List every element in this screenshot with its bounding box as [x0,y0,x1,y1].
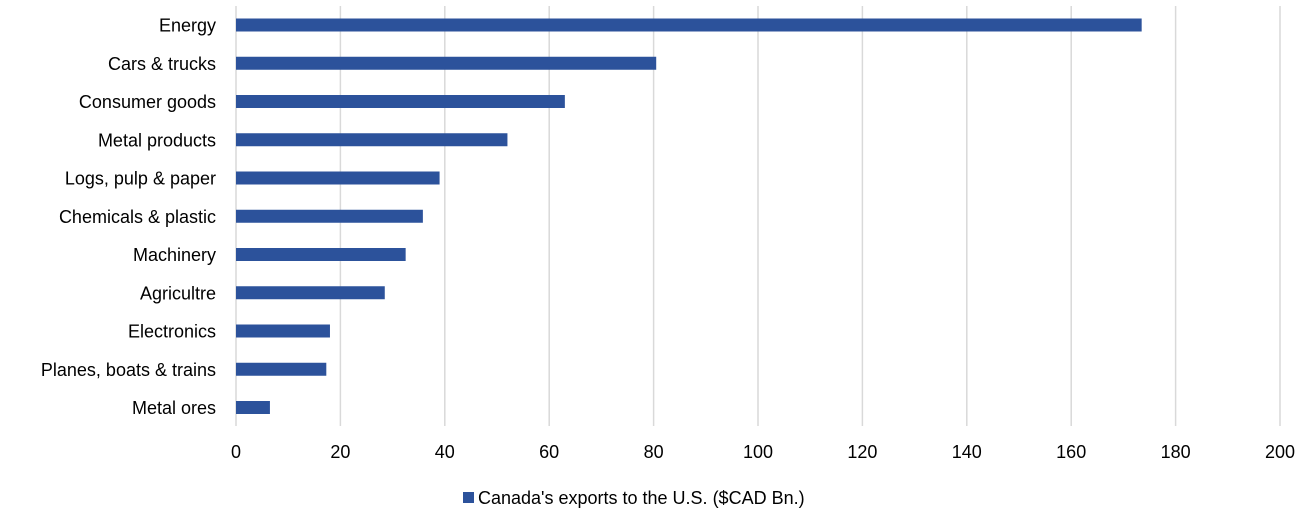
bar [236,171,440,185]
x-tick-label: 20 [330,442,350,462]
x-tick-label: 200 [1265,442,1295,462]
category-label: Agricultre [140,283,216,303]
legend-swatch [463,492,474,503]
category-label: Logs, pulp & paper [65,169,216,189]
bar [236,362,327,376]
x-tick-labels: 0 20 40 60 80 100 120 140 160 180 200 [231,442,1295,462]
x-tick-label: 160 [1056,442,1086,462]
legend-label: Canada's exports to the U.S. ($CAD Bn.) [478,488,805,508]
category-label: Metal products [98,130,216,150]
x-tick-label: 0 [231,442,241,462]
x-tick-label: 60 [539,442,559,462]
bar [236,324,330,338]
bar [236,18,1142,32]
bar [236,95,565,108]
category-label: Energy [159,16,216,36]
category-label: Machinery [133,245,216,265]
category-label: Electronics [128,322,216,342]
bar [236,133,508,147]
bars [236,18,1142,414]
bar [236,248,406,261]
bar [236,401,270,414]
x-tick-label: 180 [1161,442,1191,462]
x-tick-label: 40 [435,442,455,462]
x-tick-label: 100 [743,442,773,462]
category-label: Cars & trucks [108,54,216,74]
x-tick-label: 120 [847,442,877,462]
bar [236,56,657,70]
gridlines [235,6,1281,426]
category-label: Consumer goods [79,92,216,112]
x-tick-label: 80 [644,442,664,462]
category-labels: Energy Cars & trucks Consumer goods Metal p… [41,16,216,419]
legend: Canada's exports to the U.S. ($CAD Bn.) [463,488,805,508]
x-tick-label: 140 [952,442,982,462]
category-label: Metal ores [132,398,216,418]
category-label: Planes, boats & trains [41,360,216,380]
category-label: Chemicals & plastic [59,207,216,227]
bar [236,286,385,300]
bar [236,209,423,223]
